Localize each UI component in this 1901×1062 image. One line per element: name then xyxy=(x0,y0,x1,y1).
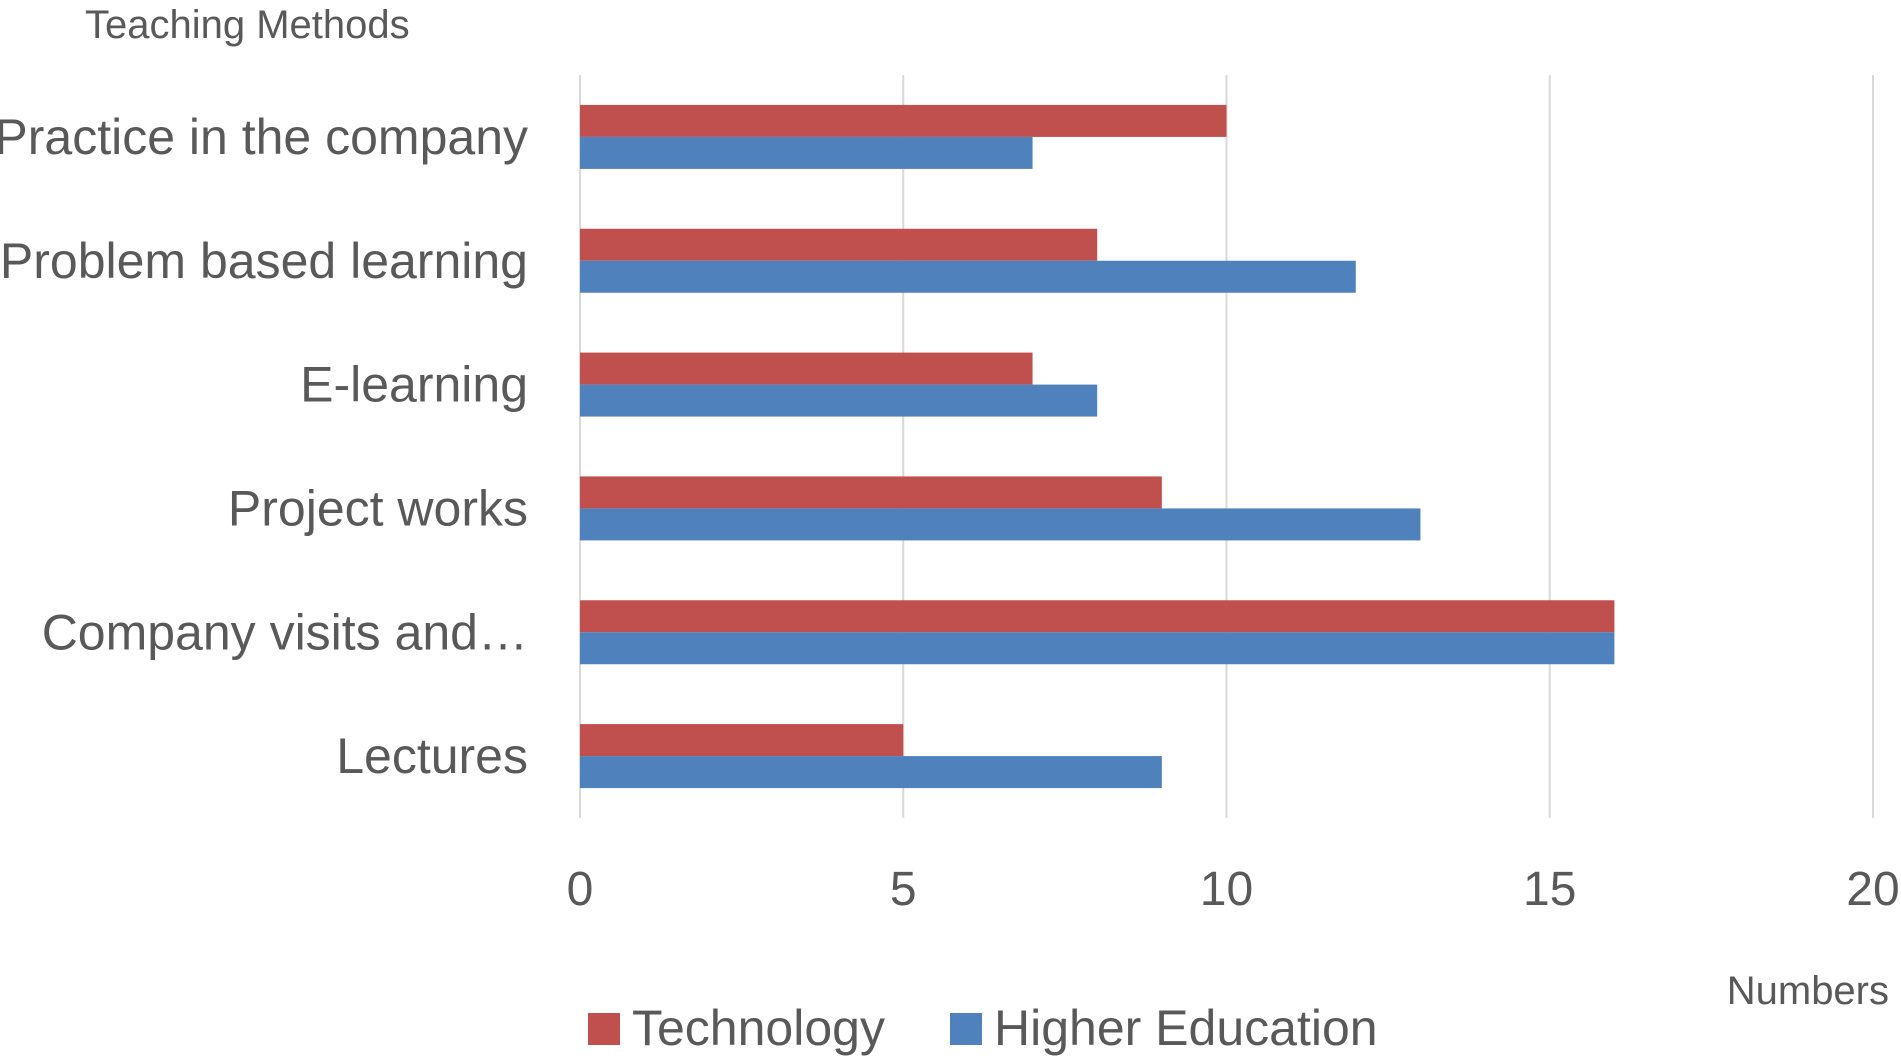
category-label: E-learning xyxy=(300,357,528,413)
bar-technology xyxy=(580,476,1162,509)
bars xyxy=(580,104,1615,789)
category-label: Company visits and… xyxy=(42,604,528,660)
bar-technology xyxy=(580,352,1033,385)
legend-label: Higher Education xyxy=(994,1000,1378,1056)
bar-higher-education xyxy=(580,508,1421,541)
bar-higher-education xyxy=(580,384,1098,417)
x-axis-title: Numbers xyxy=(1727,969,1889,1013)
x-tick-label: 0 xyxy=(567,863,594,916)
legend-swatch xyxy=(950,1013,982,1045)
bar-higher-education xyxy=(580,756,1162,789)
bar-technology xyxy=(580,724,904,757)
category-label: Practice in the company xyxy=(0,109,528,165)
category-label: Problem based learning xyxy=(0,233,528,289)
x-tick-label: 15 xyxy=(1523,863,1576,916)
legend-swatch xyxy=(588,1013,620,1045)
legend: Technology Higher Education xyxy=(588,1000,1378,1056)
x-tick-labels: 0 5 10 15 20 xyxy=(567,863,1900,916)
gridlines xyxy=(579,75,1874,818)
category-labels: Lectures Company visits and… Project works… xyxy=(0,109,528,784)
bar-technology xyxy=(580,104,1227,137)
x-tick-label: 5 xyxy=(890,863,917,916)
y-axis-title: Teaching Methods xyxy=(85,3,410,47)
bar-technology xyxy=(580,600,1615,633)
bar-higher-education xyxy=(580,632,1615,665)
bar-technology xyxy=(580,228,1098,261)
category-label: Lectures xyxy=(336,728,528,784)
category-label: Project works xyxy=(228,480,528,536)
bar-higher-education xyxy=(580,260,1356,293)
x-tick-label: 10 xyxy=(1200,863,1253,916)
x-tick-label: 20 xyxy=(1846,863,1899,916)
bar-higher-education xyxy=(580,136,1033,169)
legend-label: Technology xyxy=(632,1000,885,1056)
